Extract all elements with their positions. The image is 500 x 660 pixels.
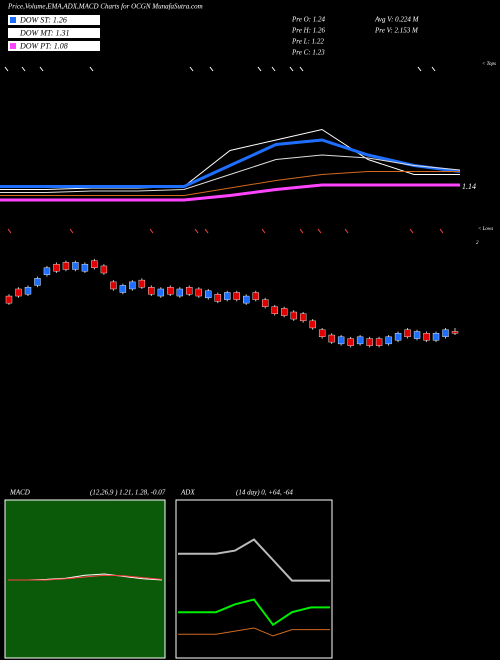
candle-body — [110, 281, 117, 290]
candle-body — [366, 338, 373, 346]
volume-value: Avg V: 0.224 M — [374, 16, 420, 24]
series-line — [0, 128, 460, 190]
candle-body — [100, 265, 108, 274]
legend-swatch — [10, 43, 16, 49]
candle-body — [15, 288, 22, 297]
candle-body — [148, 287, 155, 295]
annotation: 1.14 — [462, 182, 476, 191]
candle-body — [328, 334, 335, 343]
candle-body — [62, 262, 70, 270]
candle-body — [442, 329, 449, 338]
series-line — [178, 627, 330, 637]
series-line — [0, 171, 460, 196]
candle-body — [129, 281, 136, 290]
panel-box — [4, 499, 166, 659]
series-line — [0, 183, 460, 202]
candle-body — [337, 336, 345, 345]
candle-body — [356, 336, 364, 345]
candle-body — [394, 333, 402, 341]
candle-body — [318, 329, 326, 338]
candle-body — [81, 263, 89, 272]
candle-body — [347, 338, 354, 346]
legend-label: DOW PT: 1.08 — [19, 41, 68, 50]
top-markers — [4, 66, 444, 234]
candle-body — [53, 263, 60, 272]
candle-body — [375, 338, 383, 346]
legend-box — [8, 15, 100, 25]
legend-box — [8, 28, 100, 38]
candle-body — [205, 290, 212, 299]
candle-body — [195, 288, 202, 297]
candle-body — [233, 292, 240, 300]
volume-value: Pre V: 2.153 M — [374, 27, 419, 35]
candle-body — [271, 306, 278, 314]
candle-body — [138, 279, 146, 288]
candle-body — [224, 292, 231, 300]
legend-swatch — [10, 30, 16, 36]
candle-body — [243, 295, 250, 304]
legend-box — [8, 41, 100, 51]
candle-body — [432, 333, 440, 341]
series-line — [178, 538, 330, 582]
candle-body — [404, 329, 411, 338]
candle-body — [385, 336, 392, 345]
candle-body — [72, 262, 79, 270]
legend-label: DOW MT: 1.31 — [19, 28, 70, 37]
candle-body — [186, 287, 193, 295]
legend-label: DOW ST: 1.26 — [19, 15, 67, 24]
candle-body — [157, 288, 165, 297]
pre-value: Pre O: 1.24 — [291, 16, 325, 24]
series-line — [178, 598, 330, 627]
series-line — [8, 574, 163, 581]
candle-body — [290, 311, 297, 320]
annotation: < Lows — [478, 227, 493, 232]
candle-body — [423, 333, 430, 341]
panel-title: ADX — [180, 489, 195, 497]
candle-body — [34, 278, 41, 286]
candle-body — [413, 331, 421, 339]
candle-body — [5, 295, 13, 304]
panel-subtitle: (12,26,9 ) 1.21, 1.28, -0.07 — [90, 489, 166, 497]
top-marker — [4, 66, 436, 72]
panel-box — [175, 499, 333, 659]
panel-subtitle: (14 day) 0, +64, -64 — [236, 489, 293, 497]
series-line — [0, 154, 461, 193]
series-line — [0, 138, 461, 188]
chart-title: Price,Volume,EMA,ADX,MACD Charts for OCG… — [7, 3, 203, 11]
candle-body — [451, 331, 459, 334]
candle-body — [167, 287, 174, 295]
candle-body — [280, 308, 288, 316]
annotation: < Tops — [482, 62, 496, 67]
candle-body — [91, 260, 98, 268]
pre-value: Pre C: 1.23 — [291, 49, 325, 57]
pre-value: Pre H: 1.26 — [291, 27, 325, 35]
candle-body — [24, 287, 32, 295]
panel-title: MACD — [9, 489, 30, 497]
candle-body — [252, 292, 259, 300]
candle-body — [299, 313, 307, 322]
pre-value: Pre L: 1.22 — [291, 38, 324, 46]
legend-swatch — [10, 17, 16, 23]
candle-body — [262, 299, 269, 307]
candle-body — [309, 320, 316, 329]
annotation: 2 — [476, 241, 479, 246]
candle-body — [214, 294, 221, 302]
candle-body — [43, 267, 51, 276]
candle-body — [119, 285, 127, 293]
low-marker — [7, 228, 444, 234]
candle-body — [176, 288, 184, 297]
